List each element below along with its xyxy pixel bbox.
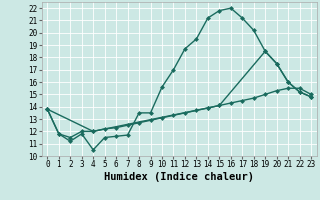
X-axis label: Humidex (Indice chaleur): Humidex (Indice chaleur): [104, 172, 254, 182]
